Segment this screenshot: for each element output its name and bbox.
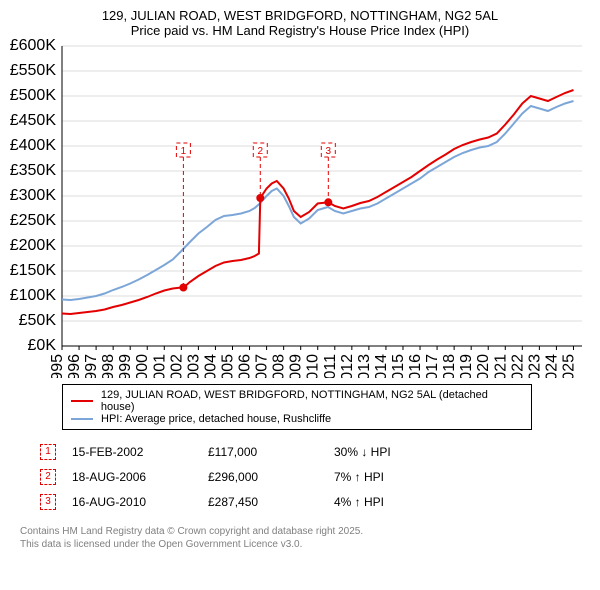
svg-text:£200K: £200K — [10, 237, 56, 254]
footer: Contains HM Land Registry data © Crown c… — [20, 525, 590, 551]
svg-text:2012: 2012 — [339, 354, 356, 378]
sale-marker-table: 1 15-FEB-2002£117,00030% ↓ HPI 2 18-AUG-200… — [38, 438, 407, 515]
svg-text:£250K: £250K — [10, 212, 56, 229]
titles: 129, JULIAN ROAD, WEST BRIDGFORD, NOTTIN… — [10, 8, 590, 38]
svg-text:2013: 2013 — [356, 354, 373, 378]
sale-row: 3 16-AUG-2010£287,4504% ↑ HPI — [40, 490, 405, 513]
sale-row-price: £296,000 — [208, 465, 332, 488]
svg-text:£50K: £50K — [19, 312, 57, 329]
svg-text:2005: 2005 — [219, 354, 236, 378]
hpi-line — [62, 101, 574, 300]
svg-text:2021: 2021 — [492, 354, 509, 378]
svg-text:2025: 2025 — [560, 354, 577, 378]
legend: 129, JULIAN ROAD, WEST BRIDGFORD, NOTTIN… — [62, 384, 532, 430]
svg-text:£550K: £550K — [10, 62, 56, 79]
svg-text:2011: 2011 — [322, 354, 339, 378]
sale-marker-number: 1 — [181, 146, 187, 157]
svg-text:2003: 2003 — [185, 354, 202, 378]
sale-row-marker: 3 — [40, 494, 56, 510]
svg-text:2007: 2007 — [254, 354, 271, 378]
sale-marker-number: 2 — [258, 146, 264, 157]
chart-container: 129, JULIAN ROAD, WEST BRIDGFORD, NOTTIN… — [0, 0, 600, 555]
legend-label-hpi: HPI: Average price, detached house, Rush… — [101, 413, 331, 425]
sale-marker-dot — [324, 198, 332, 206]
svg-text:2000: 2000 — [134, 354, 151, 378]
svg-text:2001: 2001 — [151, 354, 168, 378]
svg-text:2015: 2015 — [390, 354, 407, 378]
sale-row-date: 18-AUG-2006 — [72, 465, 206, 488]
svg-text:2020: 2020 — [475, 354, 492, 378]
legend-swatch-hpi — [71, 418, 93, 420]
svg-text:2023: 2023 — [526, 354, 543, 378]
svg-text:2024: 2024 — [543, 354, 560, 378]
svg-text:2002: 2002 — [168, 354, 185, 378]
sale-marker-dot — [179, 284, 187, 292]
svg-text:2008: 2008 — [271, 354, 288, 378]
sale-row-price: £117,000 — [208, 440, 332, 463]
svg-text:£500K: £500K — [10, 87, 56, 104]
svg-text:2018: 2018 — [441, 354, 458, 378]
svg-text:2016: 2016 — [407, 354, 424, 378]
sale-row-marker: 1 — [40, 444, 56, 460]
svg-text:1997: 1997 — [83, 354, 100, 378]
sale-row-delta: 30% ↓ HPI — [334, 440, 405, 463]
svg-text:2009: 2009 — [288, 354, 305, 378]
title-line-1: 129, JULIAN ROAD, WEST BRIDGFORD, NOTTIN… — [10, 8, 590, 23]
svg-text:1996: 1996 — [66, 354, 83, 378]
title-line-2: Price paid vs. HM Land Registry's House … — [10, 23, 590, 38]
line-chart: £0K £50K £100K £150K £200K £250K £300K £350K £40… — [10, 38, 590, 378]
svg-text:1999: 1999 — [117, 354, 134, 378]
svg-text:£400K: £400K — [10, 137, 56, 154]
svg-text:2017: 2017 — [424, 354, 441, 378]
svg-text:£150K: £150K — [10, 262, 56, 279]
sale-row-delta: 4% ↑ HPI — [334, 490, 405, 513]
sale-marker-number: 3 — [326, 146, 332, 157]
sale-row-date: 16-AUG-2010 — [72, 490, 206, 513]
svg-text:1998: 1998 — [100, 354, 117, 378]
sale-row-price: £287,450 — [208, 490, 332, 513]
legend-label-property: 129, JULIAN ROAD, WEST BRIDGFORD, NOTTIN… — [101, 389, 523, 413]
sale-row-delta: 7% ↑ HPI — [334, 465, 405, 488]
legend-row-hpi: HPI: Average price, detached house, Rush… — [71, 413, 523, 425]
legend-swatch-property — [71, 400, 93, 402]
sale-row-date: 15-FEB-2002 — [72, 440, 206, 463]
svg-text:£300K: £300K — [10, 187, 56, 204]
svg-text:2022: 2022 — [509, 354, 526, 378]
sale-row: 1 15-FEB-2002£117,00030% ↓ HPI — [40, 440, 405, 463]
svg-text:2004: 2004 — [202, 354, 219, 378]
svg-text:2010: 2010 — [305, 354, 322, 378]
sale-row-marker: 2 — [40, 469, 56, 485]
svg-text:2014: 2014 — [373, 354, 390, 378]
footer-line-2: This data is licensed under the Open Gov… — [20, 538, 590, 551]
svg-text:2006: 2006 — [237, 354, 254, 378]
svg-text:£100K: £100K — [10, 287, 56, 304]
sale-row: 2 18-AUG-2006£296,0007% ↑ HPI — [40, 465, 405, 488]
svg-text:£350K: £350K — [10, 162, 56, 179]
sale-marker-dot — [256, 194, 264, 202]
svg-text:£450K: £450K — [10, 112, 56, 129]
footer-line-1: Contains HM Land Registry data © Crown c… — [20, 525, 590, 538]
svg-text:1995: 1995 — [49, 354, 66, 378]
legend-row-property: 129, JULIAN ROAD, WEST BRIDGFORD, NOTTIN… — [71, 389, 523, 413]
svg-text:2019: 2019 — [458, 354, 475, 378]
svg-text:£600K: £600K — [10, 38, 56, 54]
svg-text:£0K: £0K — [28, 337, 57, 354]
